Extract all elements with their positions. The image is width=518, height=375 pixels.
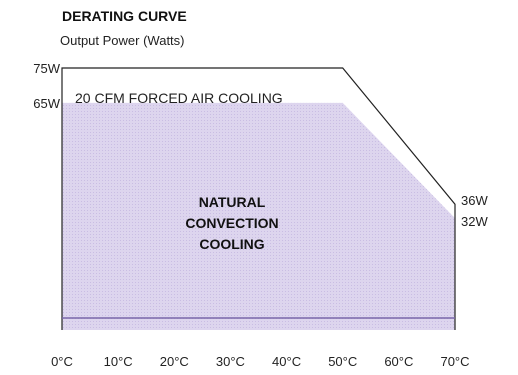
x-tick-label: 10°C xyxy=(104,354,133,369)
x-tick-label: 0°C xyxy=(51,354,73,369)
natural-end-label: 32W xyxy=(461,214,488,229)
chart-title: DERATING CURVE xyxy=(62,8,187,24)
x-tick-label: 70°C xyxy=(440,354,469,369)
x-tick-label: 30°C xyxy=(216,354,245,369)
natural-series-label-line: COOLING xyxy=(199,236,264,252)
forced-series-label: 20 CFM FORCED AIR COOLING xyxy=(75,90,283,106)
forced-air-outline xyxy=(61,67,456,330)
x-tick-label: 20°C xyxy=(160,354,189,369)
chart-labels: 0°C 10°C 20°C 30°C 40°C 50°C 60°C 70°C 75W 65W 36W… xyxy=(33,61,488,369)
x-tick-label: 50°C xyxy=(328,354,357,369)
y-tick-label: 65W xyxy=(33,96,60,111)
natural-series-label-line: NATURAL xyxy=(199,194,266,210)
natural-convection-area xyxy=(62,102,455,330)
y-tick-label: 75W xyxy=(33,61,60,76)
forced-end-label: 36W xyxy=(461,193,488,208)
y-axis-label: Output Power (Watts) xyxy=(60,33,185,48)
plot-area xyxy=(61,67,456,330)
x-tick-label: 60°C xyxy=(384,354,413,369)
x-tick-label: 40°C xyxy=(272,354,301,369)
natural-series-label-line: CONVECTION xyxy=(185,215,278,231)
